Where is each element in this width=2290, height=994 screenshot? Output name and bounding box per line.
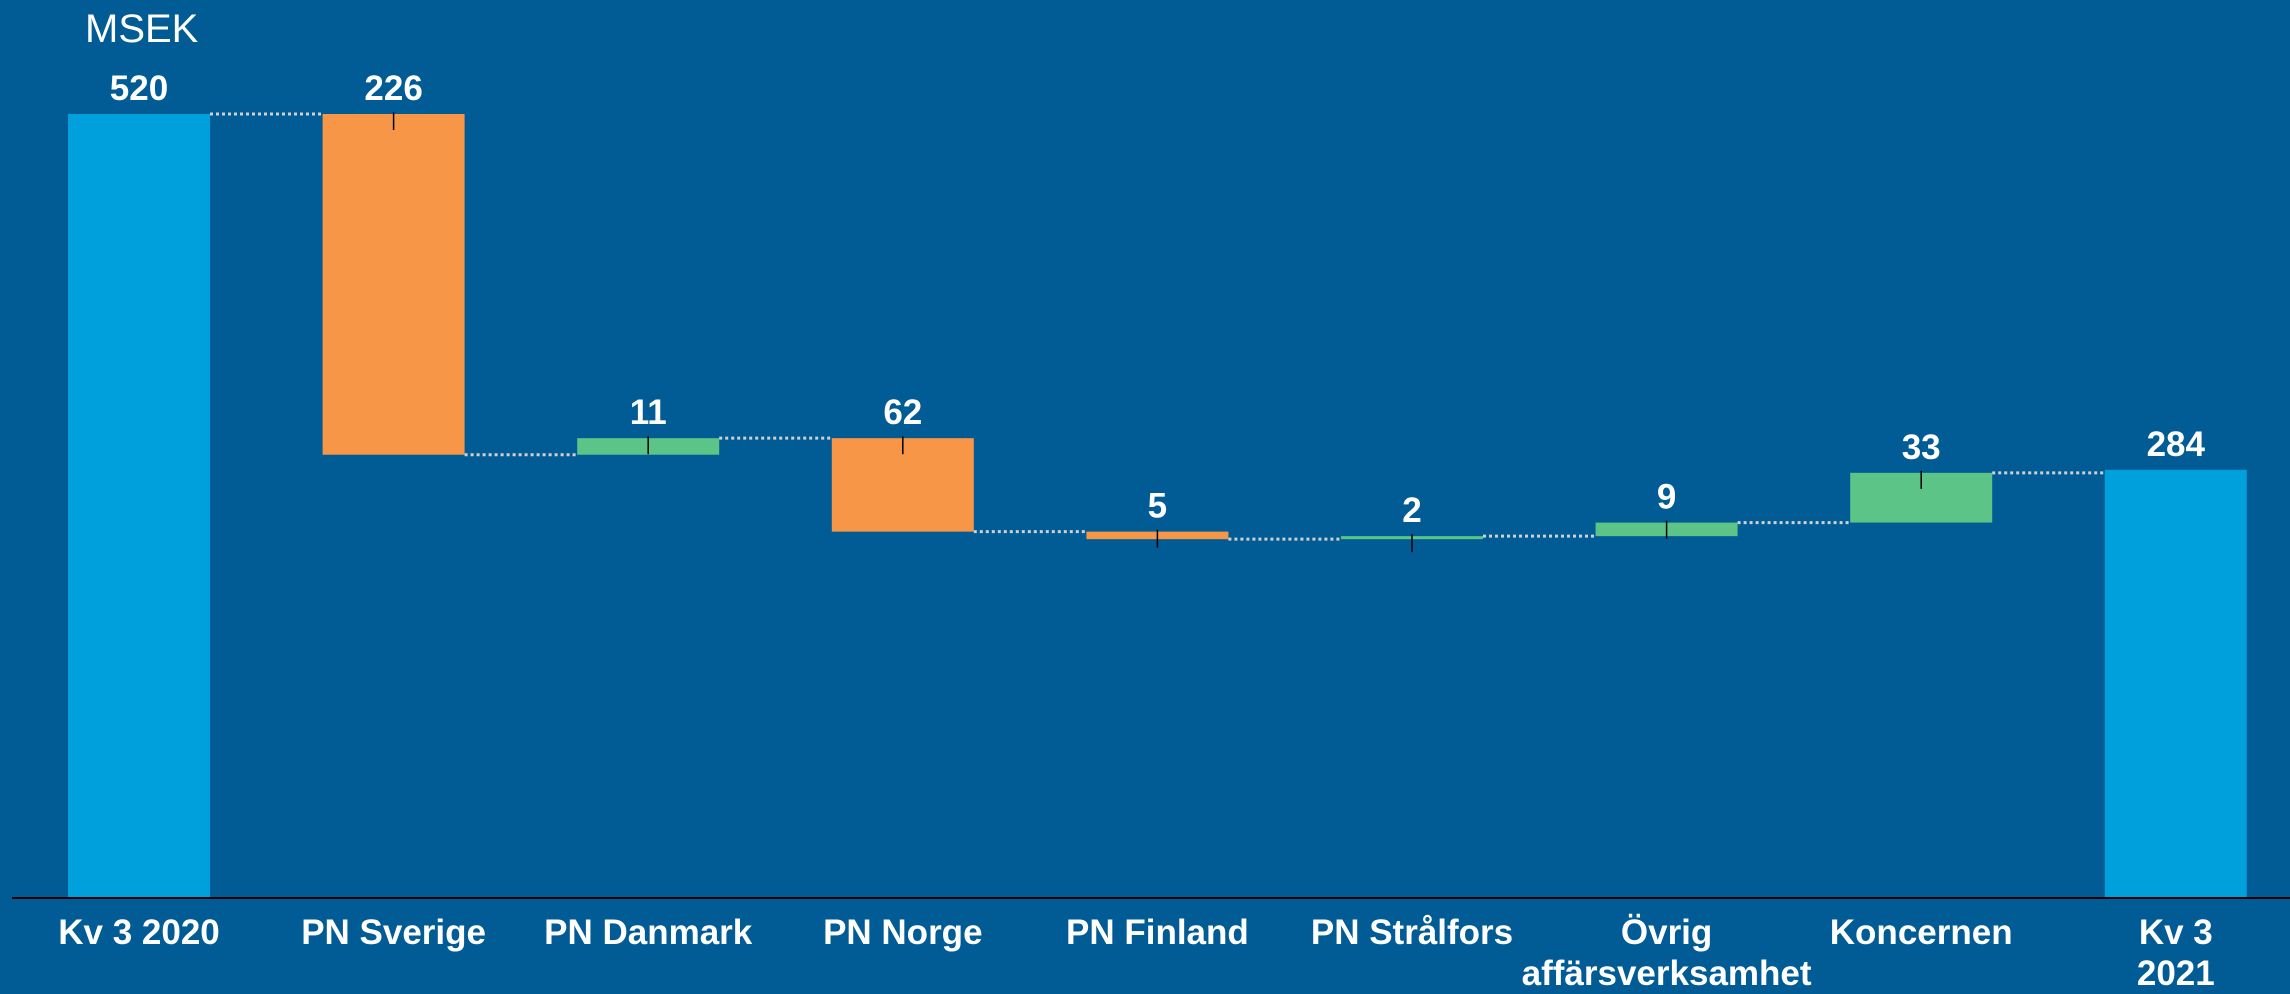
value-label: 33	[1902, 428, 1941, 467]
category-label: Övrig affärsverksamhet	[1521, 913, 1812, 993]
category-label: Koncernen	[1829, 913, 2013, 952]
value-label: 2	[1402, 491, 1421, 530]
category-label: Kv 3 2020	[58, 913, 220, 952]
unit-label: MSEK	[85, 7, 199, 51]
bar	[68, 114, 210, 898]
value-label: 226	[364, 69, 422, 108]
value-label: 11	[630, 393, 667, 432]
category-label: Kv 3 2021	[2136, 913, 2215, 993]
value-label: 520	[110, 69, 168, 108]
category-label: PN Strålfors	[1310, 913, 1514, 952]
category-label: PN Danmark	[544, 913, 753, 952]
category-label: PN Sverige	[301, 913, 486, 952]
bar	[322, 114, 465, 455]
bar	[2104, 469, 2247, 898]
value-label: 9	[1657, 478, 1676, 517]
value-label: 284	[2147, 425, 2206, 464]
category-label: PN Norge	[823, 913, 983, 952]
value-label: 5	[1148, 487, 1167, 526]
category-label: PN Finland	[1066, 913, 1249, 952]
value-label: 62	[883, 393, 922, 432]
